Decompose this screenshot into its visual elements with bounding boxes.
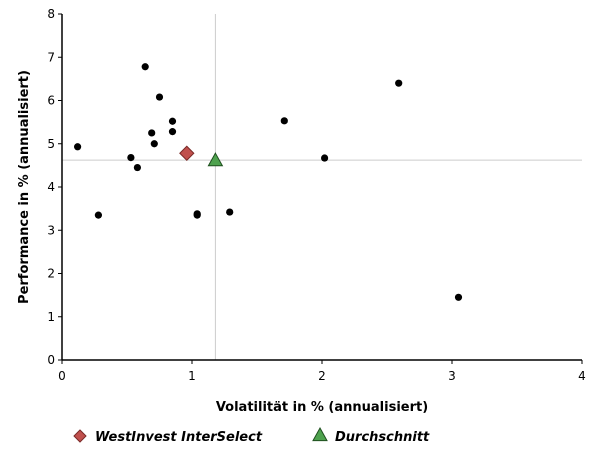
data-point (150, 140, 158, 148)
legend-label-westinvest: WestInvest InterSelect (95, 430, 263, 445)
y-tick-label: 2 (47, 267, 55, 281)
data-points (74, 63, 463, 301)
data-point (168, 117, 177, 125)
x-tick-label: 2 (318, 369, 326, 383)
data-point (155, 93, 164, 101)
y-tick-label: 7 (47, 50, 55, 64)
legend-item-westinvest: WestInvest InterSelect (73, 429, 263, 445)
data-point (148, 129, 156, 137)
y-axis-title: Performance in % (annualisiert) (17, 70, 32, 304)
y-tick-label: 1 (47, 310, 55, 324)
x-tick-label: 3 (448, 369, 456, 383)
y-tick-label: 0 (47, 353, 55, 367)
y-tick-label: 3 (47, 223, 55, 237)
data-point (395, 79, 403, 87)
y-tick-label: 8 (47, 7, 55, 21)
fund-diamond-point (179, 145, 195, 161)
x-axis-title: Volatilität in % (annualisiert) (216, 400, 428, 415)
data-point (127, 153, 135, 162)
reference-lines (62, 14, 582, 360)
y-tick-label: 6 (47, 94, 55, 108)
data-point (226, 208, 234, 216)
legend-diamond-marker (73, 429, 87, 443)
data-point (193, 211, 201, 219)
axes (61, 14, 582, 361)
data-point (280, 117, 288, 125)
data-point (321, 154, 329, 162)
average-triangle-point (207, 152, 224, 167)
legend-label-durchschnitt: Durchschnitt (335, 430, 430, 445)
legend-item-durchschnitt: Durchschnitt (312, 426, 430, 445)
y-tick-label: 5 (47, 137, 55, 151)
x-tick-label: 0 (58, 369, 66, 383)
data-point (133, 163, 141, 172)
y-axis-ticks: 0 1 2 3 4 5 6 7 8 (47, 7, 62, 367)
x-tick-label: 1 (188, 369, 196, 383)
data-point (74, 143, 82, 151)
legend: WestInvest InterSelect Durchschnitt (73, 426, 430, 445)
data-point (94, 211, 102, 219)
x-tick-label: 4 (578, 369, 586, 383)
legend-triangle-marker (312, 426, 328, 442)
x-axis-ticks: 0 1 2 3 4 (58, 360, 586, 383)
data-point (454, 293, 463, 301)
y-tick-label: 4 (47, 180, 55, 194)
data-point (168, 128, 177, 136)
data-point (141, 63, 149, 71)
